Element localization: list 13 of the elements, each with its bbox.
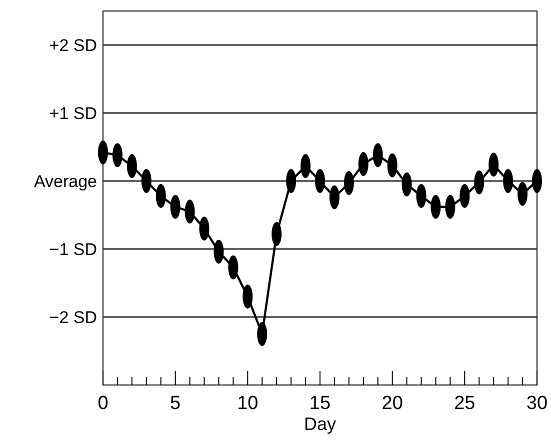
x-tick-label: 25 bbox=[454, 393, 476, 414]
x-tick-label: 30 bbox=[526, 393, 548, 414]
x-tick-label: 0 bbox=[98, 393, 108, 414]
x-tick-label: 10 bbox=[237, 393, 258, 414]
y-tick-label: Average bbox=[34, 172, 97, 191]
x-tick-label: 15 bbox=[309, 393, 331, 414]
y-tick-label: −2 SD bbox=[49, 308, 97, 327]
y-tick-label: +2 SD bbox=[49, 36, 97, 55]
x-axis-title: Day bbox=[304, 414, 336, 434]
x-tick-label: 5 bbox=[170, 393, 181, 414]
y-tick-label: −1 SD bbox=[49, 240, 97, 259]
y-tick-label: +1 SD bbox=[49, 104, 97, 123]
x-tick-label: 20 bbox=[382, 393, 403, 414]
